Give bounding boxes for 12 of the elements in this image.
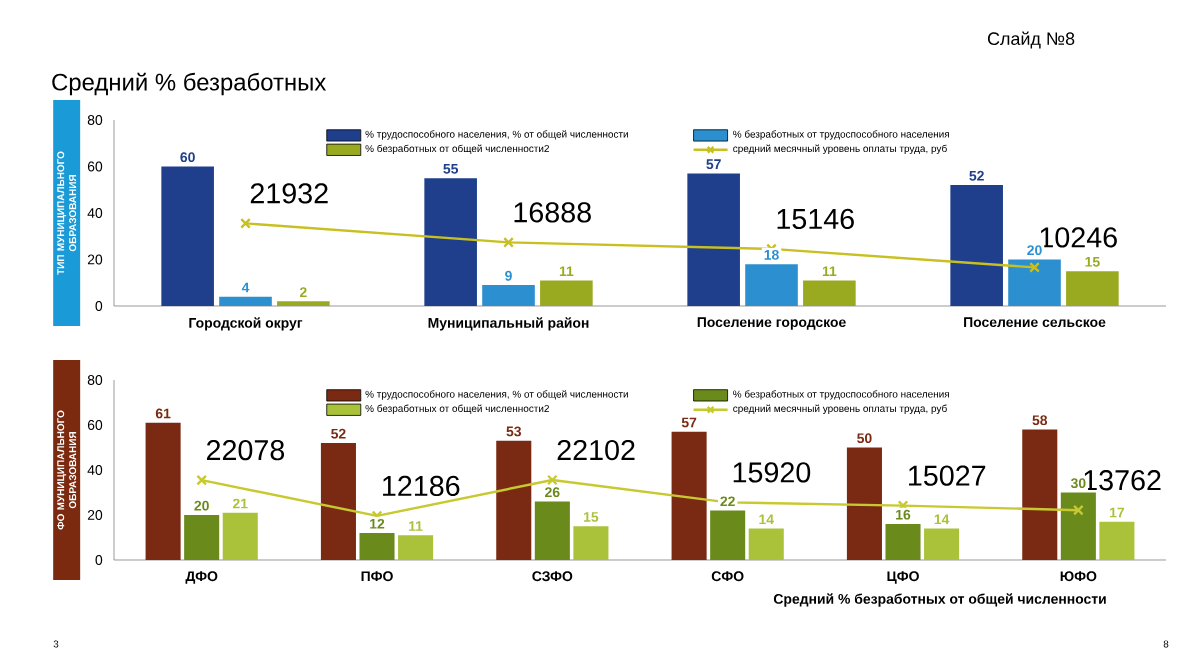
data-label: 22102	[557, 439, 635, 461]
data-label: 15027	[909, 465, 986, 486]
data-label: 10246	[1040, 227, 1117, 248]
data-label: 13762	[1084, 470, 1161, 491]
chart-title: Средний % безработных	[52, 72, 327, 96]
data-label: 12186	[383, 475, 460, 497]
data-label: 16888	[514, 202, 591, 223]
data-label: 15146	[777, 208, 854, 230]
text: Слайд №8	[987, 31, 1075, 49]
data-label: 21932	[250, 183, 328, 204]
data-label: 22078	[206, 439, 285, 461]
data-label: 15920	[733, 462, 811, 483]
